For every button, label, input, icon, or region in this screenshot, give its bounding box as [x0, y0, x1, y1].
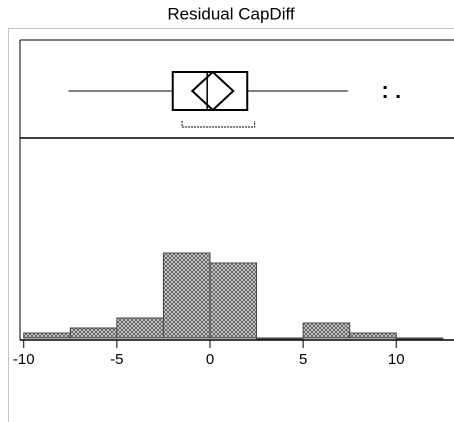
x-tick-label: -5: [110, 351, 123, 368]
chart-title: Residual CapDiff: [167, 4, 295, 23]
x-tick-label: -10: [13, 351, 35, 368]
x-tick-label: 10: [388, 351, 405, 368]
outer-frame: [8, 28, 454, 422]
box: [171, 71, 249, 111]
bar: [116, 317, 164, 339]
outlier: [383, 86, 387, 89]
outlier: [383, 95, 387, 98]
bar: [349, 332, 397, 339]
mean-diamond: [190, 70, 235, 112]
shortest-half: [181, 121, 256, 128]
bar: [162, 252, 211, 339]
bar: [23, 332, 71, 339]
bar: [209, 262, 258, 339]
bar: [302, 322, 351, 339]
x-tick-label: 5: [299, 351, 307, 368]
bar: [395, 337, 444, 340]
bar: [69, 327, 118, 339]
bar: [256, 337, 304, 340]
outlier: [396, 95, 400, 98]
x-tick-label: 0: [206, 351, 214, 368]
